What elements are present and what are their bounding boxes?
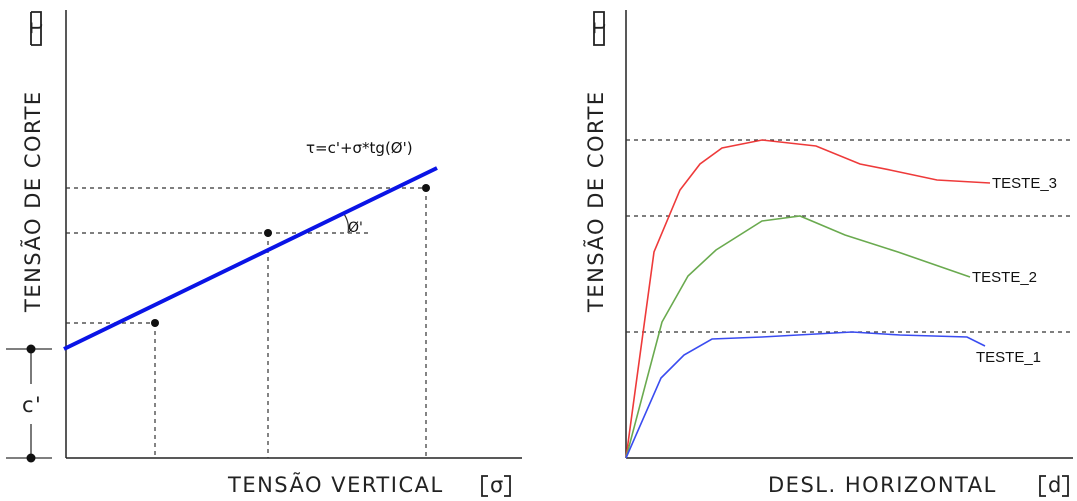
right-diagram: TENSÃO DE CORTE τ DESL. HORIZONTAL d TES… <box>582 10 1073 497</box>
series-label-teste-3: TESTE_3 <box>992 175 1057 192</box>
cohesion-dimension: c' <box>6 344 52 463</box>
series-label-teste-1: TESTE_1 <box>976 349 1041 366</box>
test-point-1 <box>151 319 159 327</box>
friction-angle-label: Ø' <box>348 220 363 236</box>
test-point-2 <box>264 229 272 237</box>
left-x-symbol-text: σ <box>490 473 505 497</box>
test-point-3 <box>422 184 430 192</box>
series-label-teste-2: TESTE_2 <box>972 269 1037 286</box>
right-x-axis-label: DESL. HORIZONTAL <box>768 473 997 497</box>
right-y-axis-label: TENSÃO DE CORTE <box>582 90 608 313</box>
left-x-axis-label: TENSÃO VERTICAL <box>227 471 444 497</box>
right-y-symbol: τ <box>586 11 610 46</box>
left-x-symbol: σ <box>481 473 511 497</box>
cohesion-label: c' <box>22 393 42 417</box>
curve-teste-3 <box>625 139 991 459</box>
right-y-axis-title: TENSÃO DE CORTE <box>582 90 608 313</box>
right-x-symbol-text: d <box>1048 473 1063 497</box>
failure-envelope-line <box>63 166 438 351</box>
left-y-axis-label: TENSÃO DE CORTE <box>19 90 45 313</box>
right-peak-lines <box>626 139 1073 333</box>
right-y-symbol-text: τ <box>586 20 610 34</box>
right-x-symbol: d <box>1039 473 1069 497</box>
curve-teste-2 <box>625 215 971 459</box>
left-y-symbol-text: τ <box>23 20 47 34</box>
left-y-symbol: τ <box>23 11 47 46</box>
left-guide-lines <box>66 187 427 458</box>
curve-teste-1 <box>625 331 986 459</box>
left-y-axis-title: TENSÃO DE CORTE <box>19 90 45 313</box>
failure-criterion-formula: τ=c'+σ*tg(Ø') <box>306 139 413 157</box>
left-diagram: TENSÃO DE CORTE τ TENSÃO VERTICAL σ Ø <box>6 10 522 497</box>
